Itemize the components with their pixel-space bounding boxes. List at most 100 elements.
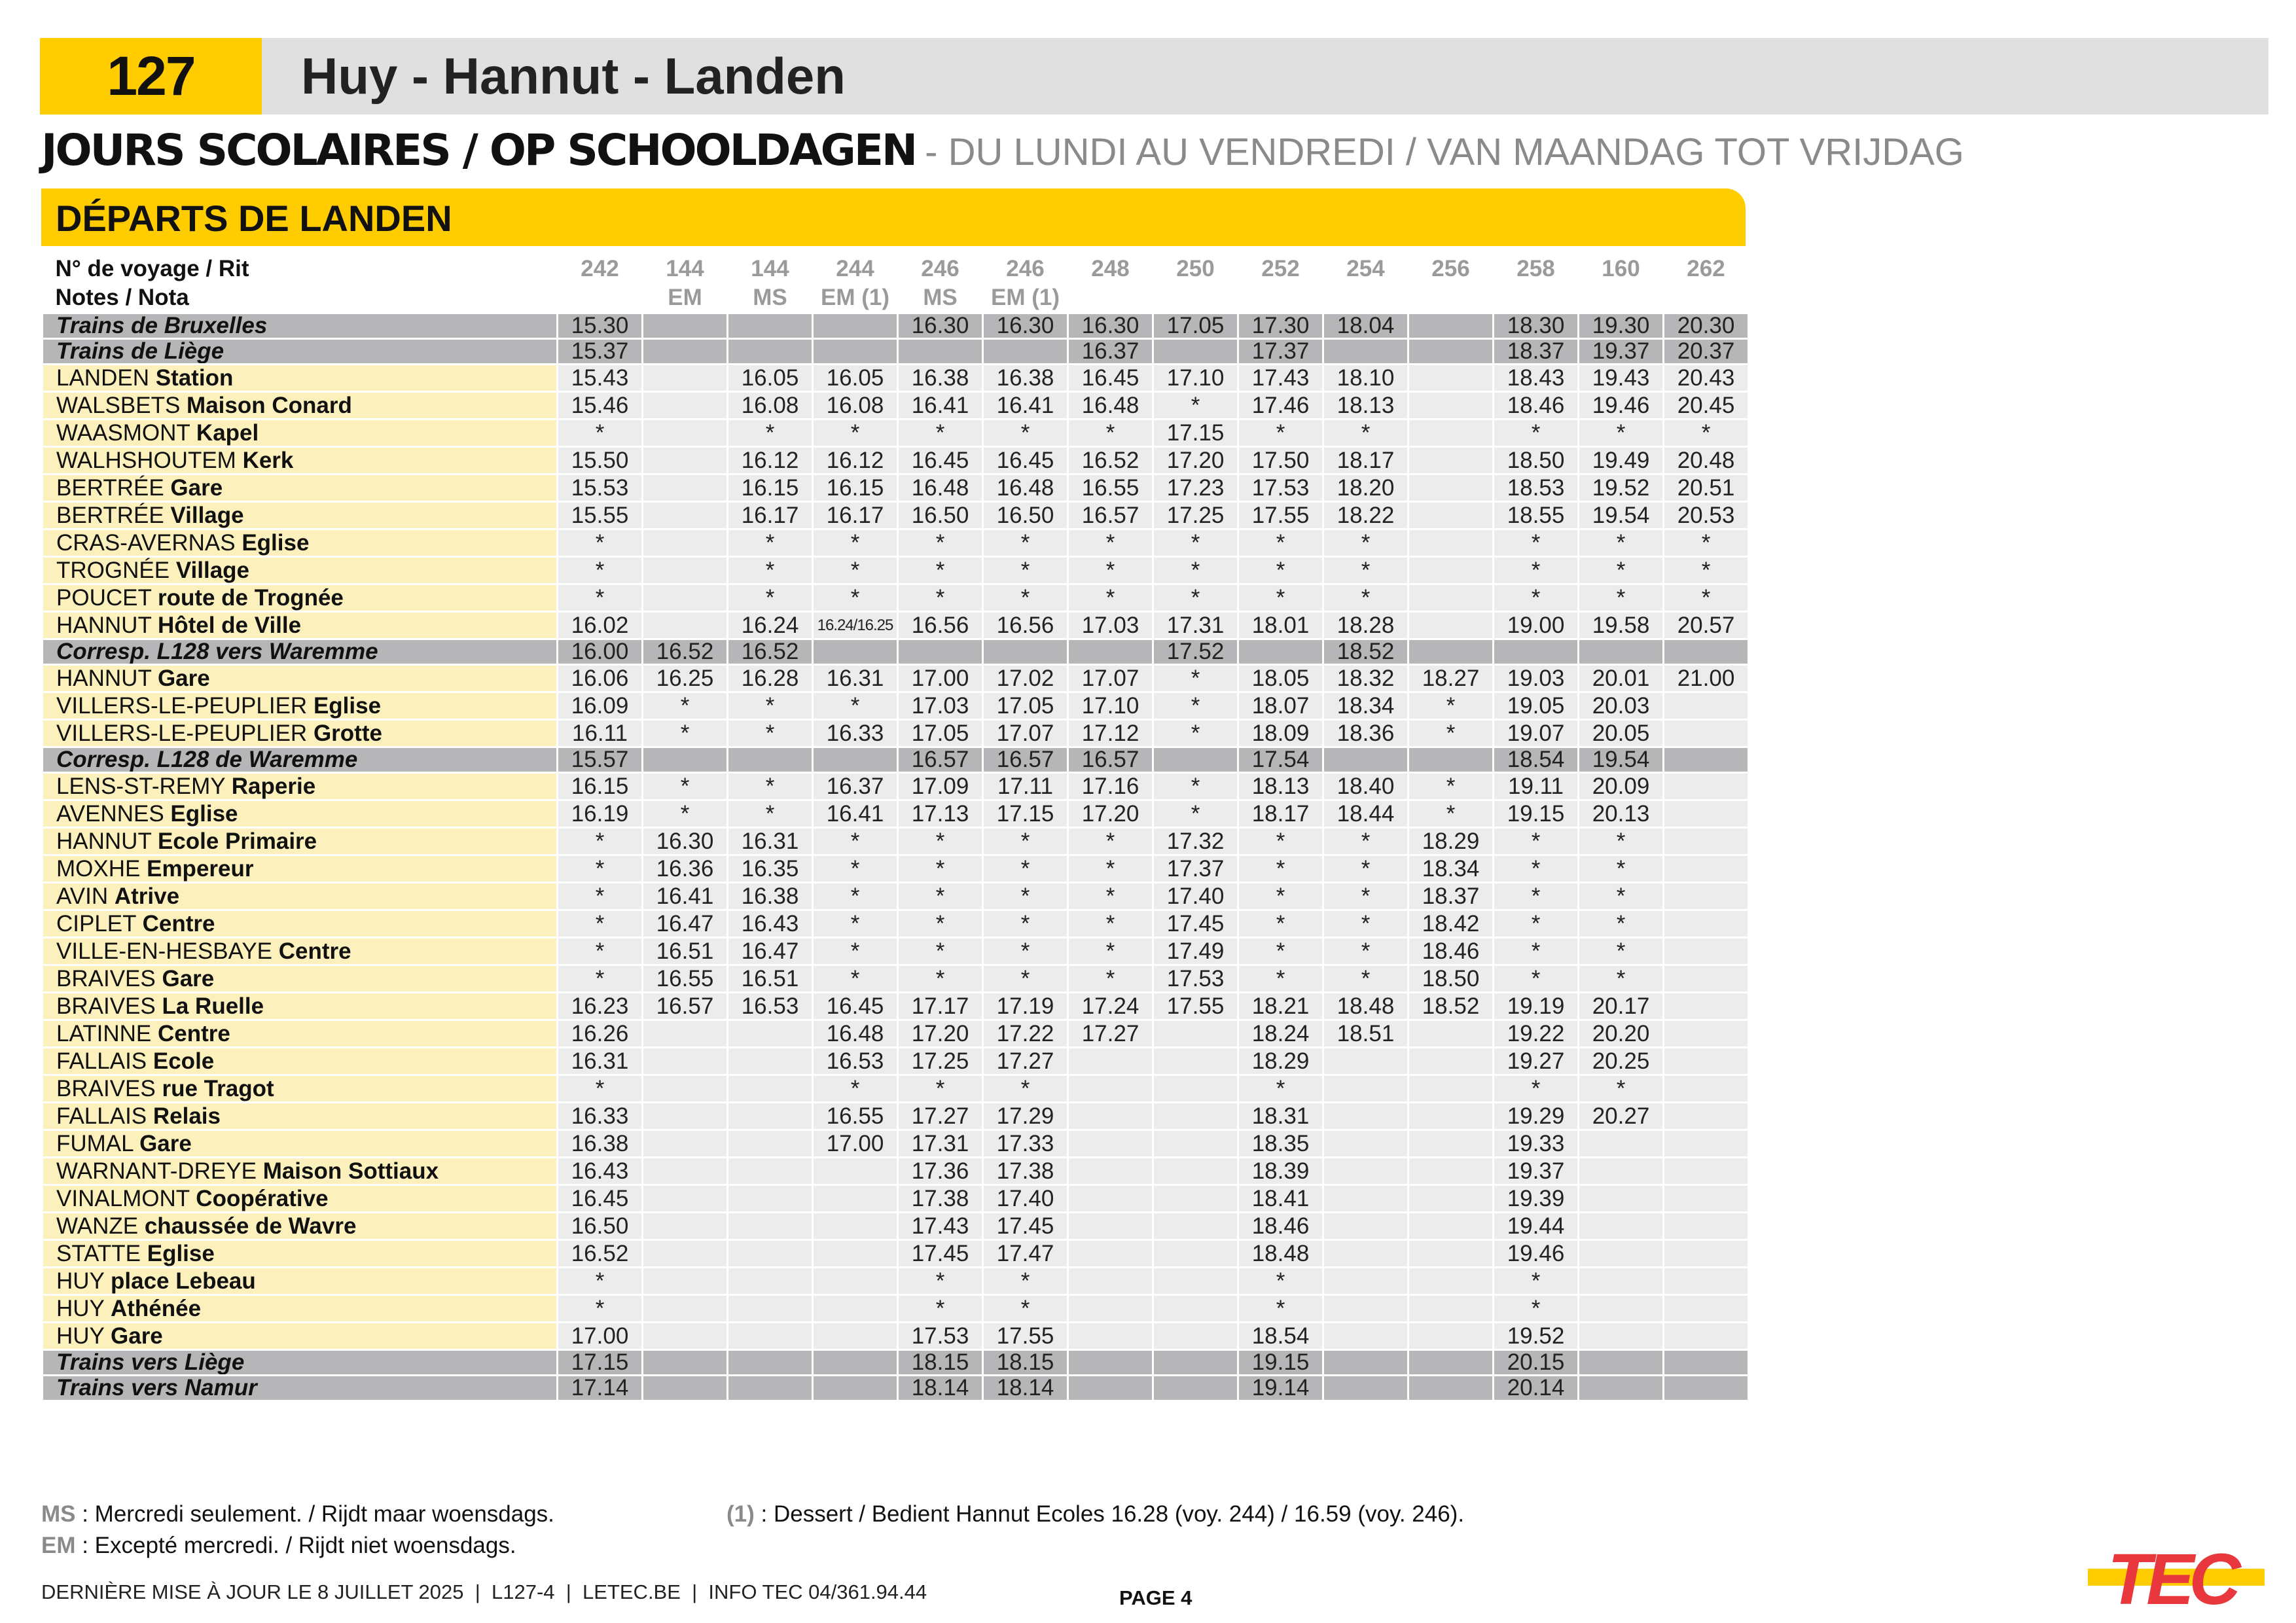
time-cell: * — [1067, 964, 1154, 993]
time-cell: 18.48 — [1237, 1239, 1324, 1268]
time-cell: * — [1237, 528, 1324, 558]
time-cell: 18.21 — [1237, 991, 1324, 1021]
time-cell — [1322, 1129, 1409, 1158]
time-cell: 19.46 — [1577, 391, 1664, 420]
time-cell: * — [1492, 556, 1579, 585]
stop-town: WALSBETS — [56, 393, 181, 418]
connection-row: Trains de Liège 15.37 16.37 17.37 18.37 19.37… — [41, 338, 1749, 365]
time-cell: 16.28 — [726, 664, 814, 693]
stop-row: AVENNES Eglise 16.19 * * 16.41 17.13 17.15 17.2… — [41, 799, 1749, 829]
time-cell: 17.24 — [1067, 991, 1154, 1021]
time-cell: * — [641, 691, 728, 721]
time-cell: 18.05 — [1237, 664, 1324, 693]
time-cell — [1662, 1266, 1749, 1296]
stop-place: Atrive — [114, 883, 180, 909]
time-cell — [1322, 1266, 1409, 1296]
notes-label: Notes / Nota — [55, 285, 189, 310]
stop-row: LANDEN Station 15.43 16.05 16.05 16.38 16.38 1… — [41, 363, 1749, 393]
stop-row: LATINNE Centre 16.26 16.48 17.20 17.22 17.27 1… — [41, 1019, 1749, 1048]
time-cell — [726, 1349, 814, 1376]
time-cell — [1662, 772, 1749, 801]
time-cell: 16.56 — [897, 611, 984, 640]
time-cell: 16.30 — [897, 312, 984, 340]
stop-row: BERTRÉE Village 15.55 16.17 16.17 16.50 16.50… — [41, 501, 1749, 530]
time-cell: 18.55 — [1492, 501, 1579, 530]
stop-name: WARNANT-DREYE Maison Sottiaux — [41, 1156, 558, 1186]
time-cell: * — [726, 691, 814, 721]
time-cell: * — [1237, 882, 1324, 911]
time-cell — [1407, 446, 1494, 475]
time-cell — [897, 338, 984, 365]
time-cell: * — [1237, 556, 1324, 585]
stop-town: Corresp. L128 vers Waremme — [56, 639, 378, 664]
time-cell: * — [812, 936, 899, 966]
time-cell: 16.30 — [1067, 312, 1154, 340]
time-cell: 18.10 — [1322, 363, 1409, 393]
stop-row: WARNANT-DREYE Maison Sottiaux 16.43 17.36 1… — [41, 1156, 1749, 1186]
time-cell: * — [1067, 882, 1154, 911]
stop-row: FALLAIS Relais 16.33 16.55 17.27 17.29 18.31 1… — [41, 1101, 1749, 1131]
time-cell: * — [1322, 418, 1409, 448]
time-cell: 20.15 — [1492, 1349, 1579, 1376]
time-cell — [641, 1184, 728, 1213]
timetable: N° de voyage / Rit 242 144 144 244 246 246 248 2… — [41, 255, 1749, 1402]
time-cell: 21.00 — [1662, 664, 1749, 693]
time-cell: 18.41 — [1237, 1184, 1324, 1213]
time-cell: 17.31 — [897, 1129, 984, 1158]
time-cell — [982, 338, 1069, 365]
time-cell: 16.15 — [556, 772, 643, 801]
time-cell: 19.22 — [1492, 1019, 1579, 1048]
time-cell: 16.30 — [982, 312, 1069, 340]
time-cell: * — [1322, 882, 1409, 911]
time-cell: 19.37 — [1492, 1156, 1579, 1186]
time-cell: 18.15 — [982, 1349, 1069, 1376]
time-cell: 18.29 — [1407, 827, 1494, 856]
time-cell — [1067, 1211, 1154, 1241]
time-cell: * — [812, 556, 899, 585]
time-cell: 17.27 — [1067, 1019, 1154, 1048]
time-cell — [1407, 1239, 1494, 1268]
connection-row: Trains vers Namur 17.14 18.14 18.14 19.14 20.… — [41, 1374, 1749, 1402]
stop-name: HUY Athénée — [41, 1294, 558, 1323]
time-cell: * — [1577, 556, 1664, 585]
time-cell: 16.57 — [982, 746, 1069, 774]
time-cell — [1152, 1101, 1239, 1131]
time-cell: * — [1152, 719, 1239, 748]
time-cell: 15.57 — [556, 746, 643, 774]
stop-place: Athénée — [111, 1296, 202, 1321]
time-cell: * — [1067, 854, 1154, 883]
time-cell: 20.17 — [1577, 991, 1664, 1021]
time-cell: * — [556, 882, 643, 911]
time-cell: 16.48 — [982, 473, 1069, 503]
stop-town: BRAIVES — [56, 1076, 156, 1101]
stop-town: FALLAIS — [56, 1103, 147, 1129]
stop-town: WARNANT-DREYE — [56, 1158, 257, 1184]
time-cell: * — [1577, 936, 1664, 966]
time-cell — [812, 1156, 899, 1186]
stop-name: AVENNES Eglise — [41, 799, 558, 829]
stop-row: HUY Athénée * * * * * — [41, 1294, 1749, 1323]
time-cell: 19.30 — [1577, 312, 1664, 340]
time-cell: 17.43 — [897, 1211, 984, 1241]
notes-row: Notes / Nota EM MS EM (1) MS EM (1) — [43, 283, 1749, 313]
stop-name: FALLAIS Ecole — [41, 1046, 558, 1076]
time-cell: * — [1322, 556, 1409, 585]
time-cell — [1322, 746, 1409, 774]
time-cell: * — [812, 583, 899, 613]
stop-name: BERTRÉE Village — [41, 501, 558, 530]
time-cell — [1322, 1349, 1409, 1376]
time-cell — [726, 1211, 814, 1241]
stop-name: LATINNE Centre — [41, 1019, 558, 1048]
time-cell: * — [556, 418, 643, 448]
time-cell: * — [1322, 583, 1409, 613]
time-cell — [1662, 827, 1749, 856]
stop-place: Relais — [152, 1103, 221, 1129]
time-cell — [812, 1266, 899, 1296]
trip-number: 246 — [921, 256, 960, 281]
time-cell — [726, 1321, 814, 1351]
stop-name: HANNUT Gare — [41, 664, 558, 693]
time-cell — [1662, 1101, 1749, 1131]
time-cell: * — [726, 418, 814, 448]
page-number: PAGE 4 — [1119, 1586, 1193, 1609]
time-cell: 16.41 — [641, 882, 728, 911]
